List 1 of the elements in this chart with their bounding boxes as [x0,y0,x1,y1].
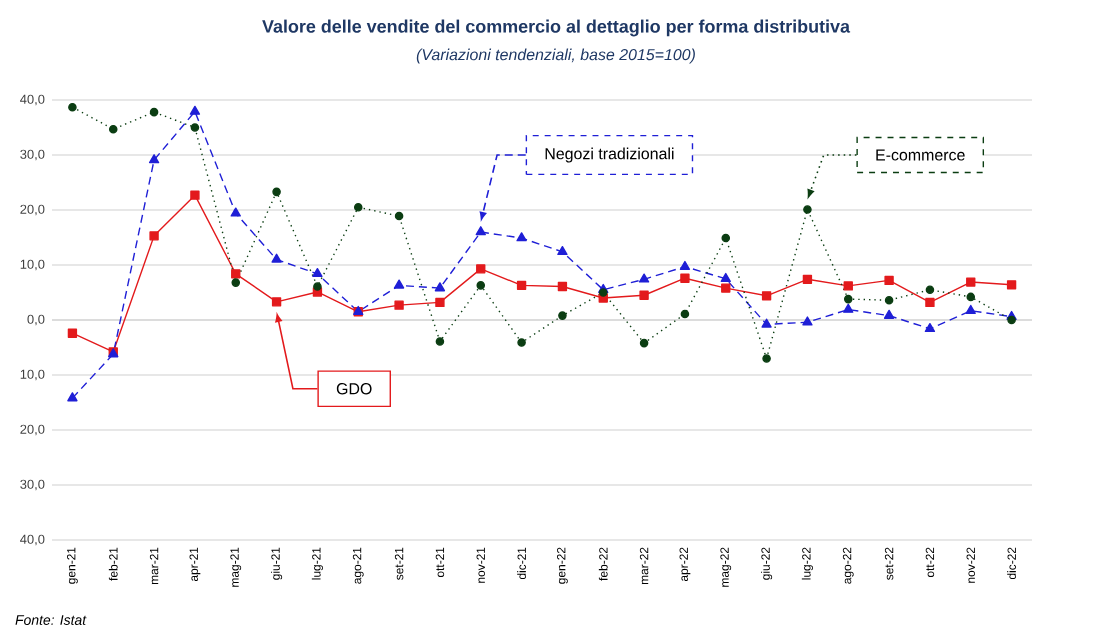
chart-title: Valore delle vendite del commercio al dettaglio per forma distributiva [262,19,851,37]
